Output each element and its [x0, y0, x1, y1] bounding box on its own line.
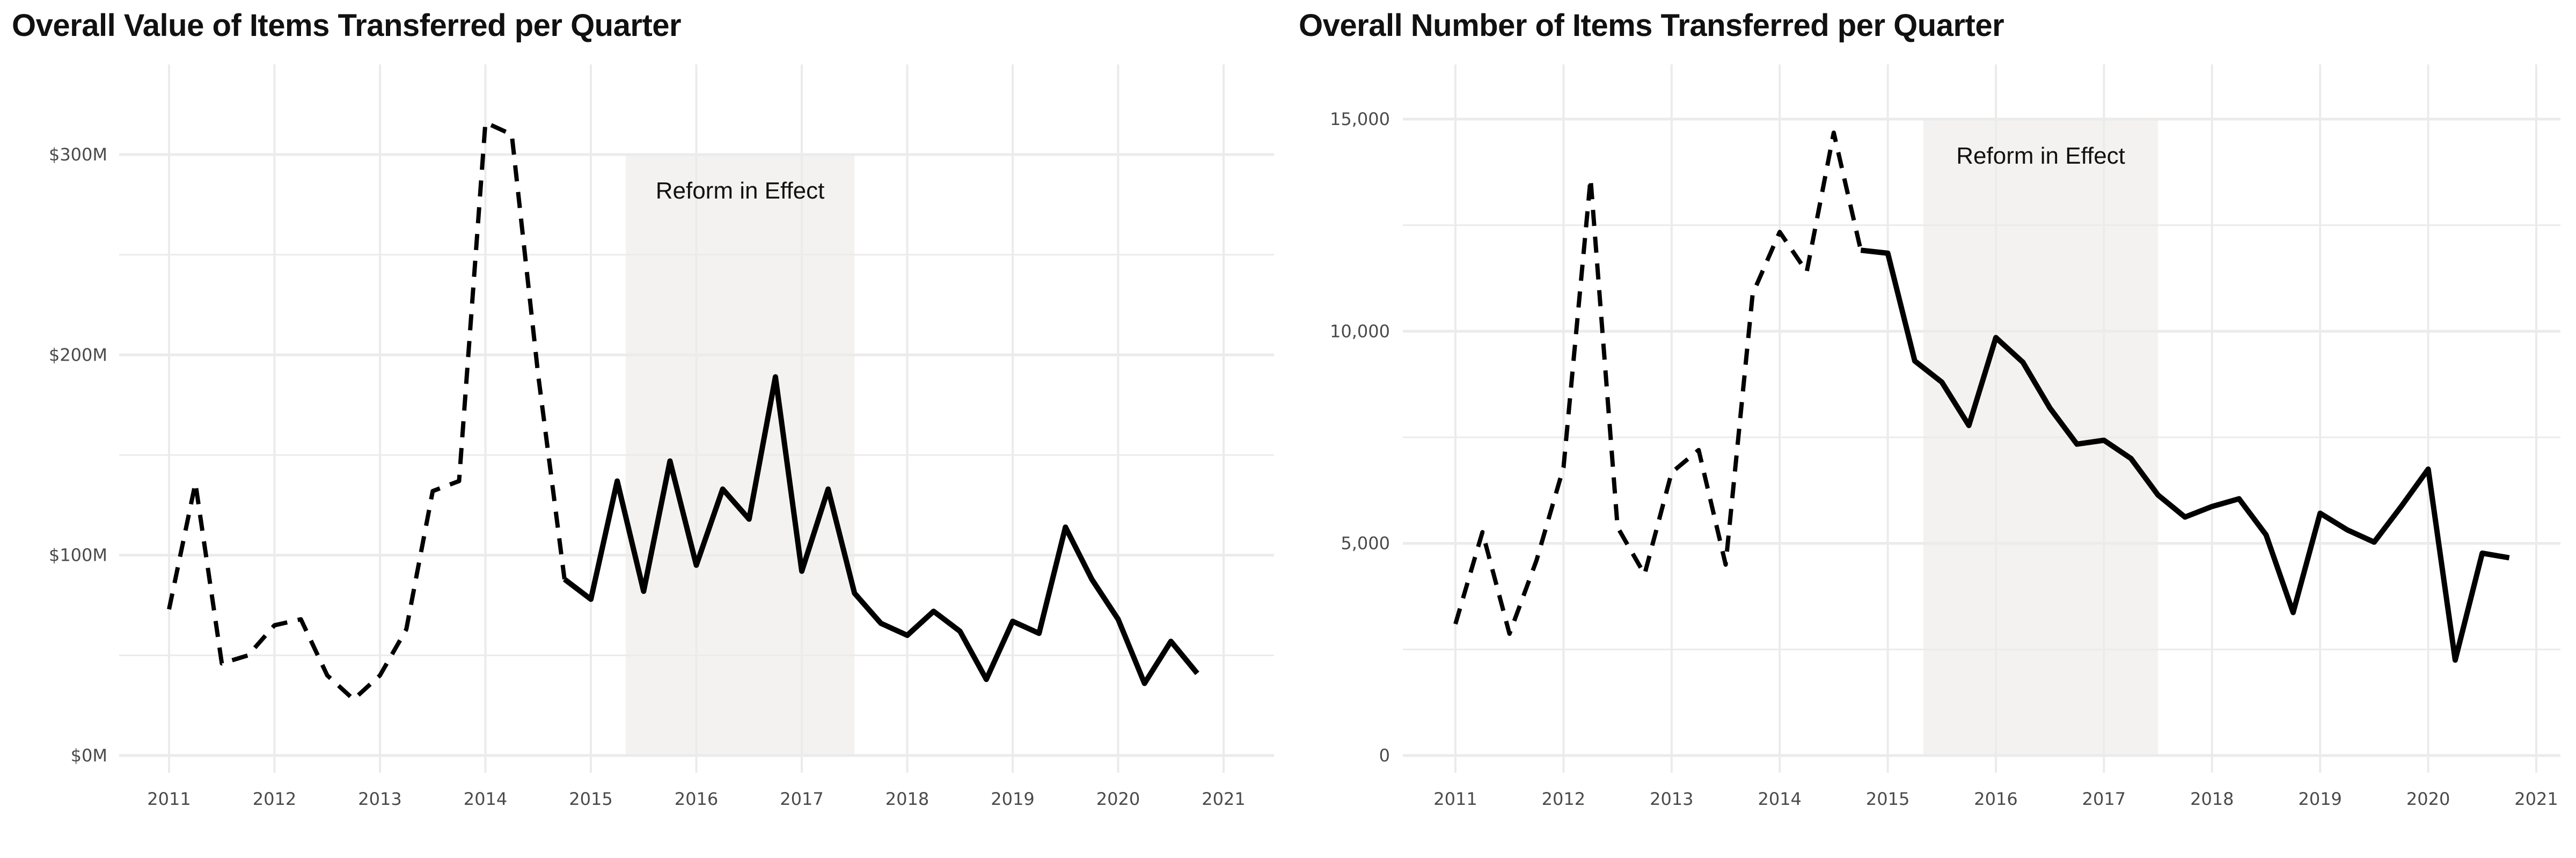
pre-reform-dashed-line [167, 120, 567, 702]
value-chart-title: Overall Value of Items Transferred per Q… [12, 8, 682, 43]
data-point [1644, 574, 1645, 575]
x-tick-label: 2016 [675, 789, 718, 809]
pre-reform-dashed-line [1453, 130, 1863, 636]
x-tick-label: 2019 [991, 789, 1034, 809]
reform-annotation-label: Reform in Effect [656, 178, 825, 204]
y-tick-label: 5,000 [1341, 533, 1390, 554]
post-reform-solid-line [1860, 247, 2510, 663]
y-tick-label: 0 [1379, 745, 1390, 766]
x-tick-label: 2021 [1202, 789, 1245, 809]
value-chart: $0M $100M $200M $300M 2011 2012 2013 2014 2015 20… [49, 64, 1274, 809]
count-chart: 0 5,000 10,000 15,000 2011 2012 2013 2014 2015 20… [1330, 64, 2560, 809]
x-tick-label: 2021 [2514, 789, 2558, 809]
x-tick-label: 2018 [2190, 789, 2234, 809]
x-tick-label: 2012 [1542, 789, 1585, 809]
data-point [1806, 272, 1807, 273]
data-point [353, 699, 354, 700]
reform-annotation-label: Reform in Effect [1956, 143, 2125, 169]
y-tick-label: 10,000 [1330, 321, 1390, 341]
data-point [1590, 178, 1591, 179]
x-tick-label: 2019 [2298, 789, 2341, 809]
x-tick-label: 2015 [569, 789, 612, 809]
x-tick-label: 2011 [147, 789, 191, 809]
y-tick-label: $100M [49, 545, 107, 566]
x-tick-label: 2012 [253, 789, 296, 809]
y-tick-label: $0M [71, 745, 107, 766]
y-tick-label: $200M [49, 344, 107, 365]
x-tick-label: 2015 [1866, 789, 1909, 809]
x-tick-label: 2018 [885, 789, 929, 809]
data-point [1617, 527, 1618, 528]
y-tick-label: 15,000 [1330, 109, 1390, 129]
x-tick-label: 2020 [2406, 789, 2450, 809]
data-point [195, 482, 196, 483]
x-tick-label: 2011 [1433, 789, 1477, 809]
data-point [1752, 294, 1753, 295]
y-tick-label: $300M [49, 144, 107, 165]
x-tick-label: 2017 [2082, 789, 2126, 809]
x-tick-label: 2014 [1758, 789, 1801, 809]
x-tick-label: 2016 [1974, 789, 2017, 809]
x-tick-label: 2013 [1650, 789, 1693, 809]
x-tick-label: 2014 [464, 789, 507, 809]
x-tick-label: 2020 [1096, 789, 1140, 809]
x-tick-label: 2013 [358, 789, 401, 809]
data-point [511, 134, 513, 135]
post-reform-solid-line [562, 374, 1199, 686]
x-tick-label: 2017 [780, 789, 823, 809]
count-chart-title: Overall Number of Items Transferred per … [1299, 8, 2004, 43]
data-point [538, 375, 539, 376]
